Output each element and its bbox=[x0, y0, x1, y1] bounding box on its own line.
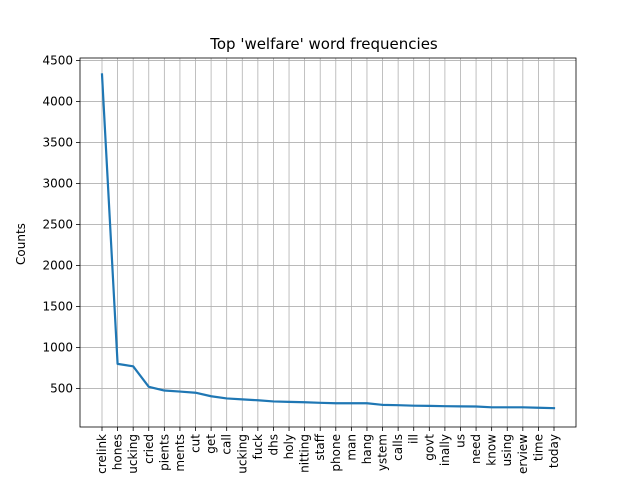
x-tick-label: ystem bbox=[376, 434, 390, 471]
x-tick-label: time bbox=[531, 434, 545, 461]
x-tick-label: phone bbox=[329, 434, 343, 472]
data-point bbox=[148, 386, 150, 388]
x-tick-label: us bbox=[453, 434, 467, 448]
data-point bbox=[210, 395, 212, 397]
data-point bbox=[241, 398, 243, 400]
y-tick-label: 4500 bbox=[42, 53, 73, 67]
y-tick-label: 4000 bbox=[42, 94, 73, 108]
data-point bbox=[366, 402, 368, 404]
y-axis-label: Counts bbox=[14, 223, 28, 265]
x-tick-label: inally bbox=[438, 434, 452, 466]
data-point bbox=[101, 73, 103, 75]
x-tick-label: need bbox=[469, 434, 483, 464]
data-point bbox=[537, 407, 539, 409]
data-point bbox=[475, 406, 477, 408]
x-tick-label: ucking bbox=[235, 434, 249, 474]
y-tick-label: 2500 bbox=[42, 217, 73, 231]
data-point bbox=[319, 402, 321, 404]
data-point bbox=[506, 406, 508, 408]
data-point bbox=[163, 390, 165, 392]
series-line-counts bbox=[100, 73, 556, 410]
data-point bbox=[179, 391, 181, 393]
x-tick-label: cried bbox=[142, 434, 156, 464]
x-tick-label: hones bbox=[111, 434, 125, 470]
x-tick-label: today bbox=[547, 434, 561, 468]
x-tick-label: ill bbox=[407, 434, 421, 444]
axes-layer bbox=[79, 57, 577, 428]
y-tick-label: 2000 bbox=[42, 258, 73, 272]
data-point bbox=[553, 407, 555, 409]
plot-frame bbox=[79, 57, 577, 428]
data-point bbox=[117, 363, 119, 365]
x-tick-label: ucking bbox=[126, 434, 140, 474]
x-tick-label: ments bbox=[173, 434, 187, 472]
y-tick-label: 1000 bbox=[42, 340, 73, 354]
y-tick-label: 3500 bbox=[42, 135, 73, 149]
data-point bbox=[288, 401, 290, 403]
y-tick-label: 1500 bbox=[42, 299, 73, 313]
data-point bbox=[132, 365, 134, 367]
data-point bbox=[272, 400, 274, 402]
data-point bbox=[257, 399, 259, 401]
x-tick-label: fuck bbox=[251, 434, 265, 459]
data-point bbox=[444, 405, 446, 407]
x-tick-label: staff bbox=[313, 433, 327, 460]
x-tick-label: cut bbox=[189, 434, 203, 453]
x-tick-label: know bbox=[485, 434, 499, 466]
x-tick-label: erview bbox=[516, 434, 530, 474]
x-tick-label: holy bbox=[282, 434, 296, 459]
data-point bbox=[382, 404, 384, 406]
x-tick-label: govt bbox=[422, 434, 436, 461]
x-tick-label: get bbox=[204, 434, 218, 454]
series-layer bbox=[100, 73, 556, 410]
x-tick-label: crelink bbox=[95, 434, 109, 474]
x-tick-label: nitting bbox=[298, 434, 312, 473]
x-tick-label: call bbox=[220, 434, 234, 455]
x-tick-label: using bbox=[500, 434, 514, 466]
data-point bbox=[335, 402, 337, 404]
chart-title: Top 'welfare' word frequencies bbox=[209, 35, 438, 53]
data-point bbox=[350, 402, 352, 404]
x-tick-label: man bbox=[344, 434, 358, 461]
data-point bbox=[304, 401, 306, 403]
data-point bbox=[397, 404, 399, 406]
data-point bbox=[522, 406, 524, 408]
x-tick-label: hang bbox=[360, 434, 374, 464]
x-tick-label: calls bbox=[391, 434, 405, 461]
ticks-layer: crelink hones ucking cried pients ments cut get… bbox=[42, 53, 561, 473]
data-point bbox=[226, 397, 228, 399]
data-point bbox=[491, 406, 493, 408]
data-point bbox=[413, 405, 415, 407]
data-point bbox=[459, 405, 461, 407]
data-point bbox=[195, 392, 197, 394]
grid-layer bbox=[80, 58, 576, 427]
y-tick-label: 500 bbox=[50, 381, 73, 395]
x-tick-label: pients bbox=[157, 434, 171, 471]
data-point bbox=[428, 405, 430, 407]
x-tick-label: dhs bbox=[266, 434, 280, 455]
y-tick-label: 3000 bbox=[42, 176, 73, 190]
